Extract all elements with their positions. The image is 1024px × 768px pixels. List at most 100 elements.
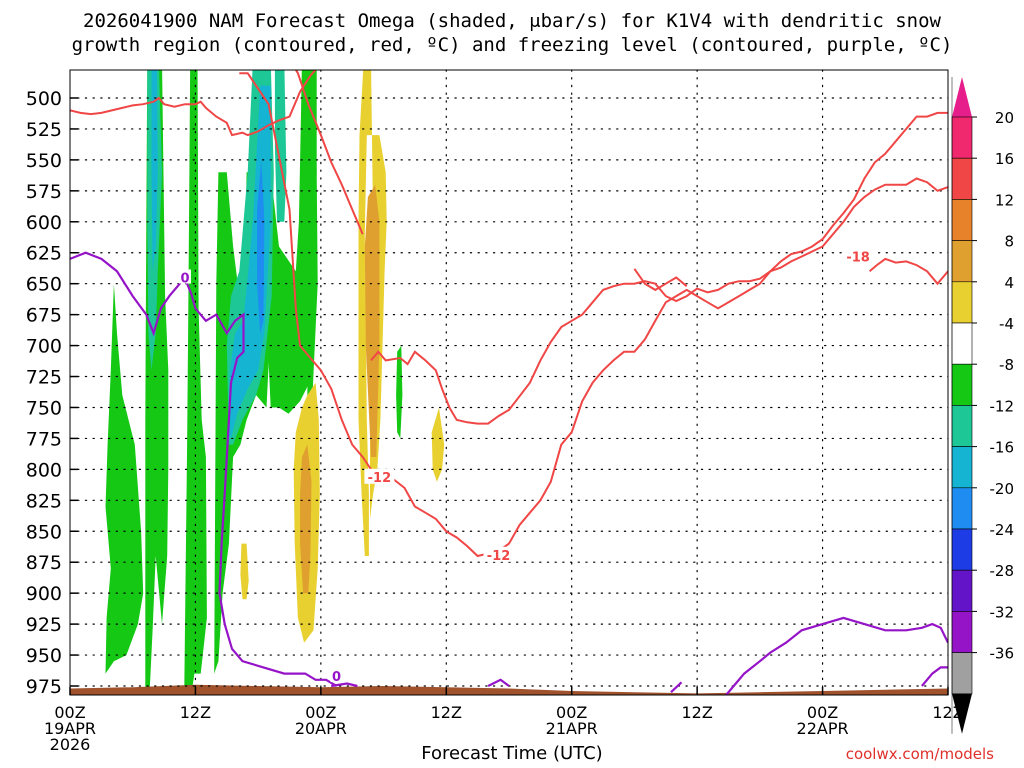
- dgz-contour-5: [633, 268, 688, 292]
- x-tick-label-24-0: 00Z: [305, 703, 336, 722]
- colorbar-swatch-7: [951, 405, 973, 447]
- x-tick-label-60-0: 12Z: [681, 703, 712, 722]
- omega-region-16: [431, 407, 445, 482]
- x-axis-title: Forecast Time (UTC): [421, 743, 603, 764]
- freezing-label-0: 0: [180, 271, 189, 286]
- colorbar-swatch-11: [951, 569, 973, 612]
- x-tick-label-12-0: 12Z: [180, 703, 211, 722]
- y-tick-label-575: 575: [26, 181, 62, 203]
- x-tick-label-72-0: 00Z: [807, 703, 838, 722]
- y-tick-label-825: 825: [26, 490, 62, 512]
- colorbar-label-3: 8: [1004, 233, 1014, 251]
- plot-frame: [69, 69, 949, 696]
- colorbar-swatch-10: [951, 528, 973, 571]
- y-tick-label-650: 650: [26, 274, 62, 296]
- colorbar-label-13: -36: [990, 645, 1015, 663]
- colorbar-swatch-2: [951, 199, 973, 241]
- y-tick-label-525: 525: [26, 119, 62, 141]
- y-tick-label-925: 925: [26, 614, 62, 636]
- freezing-contour-3: [670, 681, 683, 694]
- credit-text[interactable]: coolwx.com/models: [845, 745, 994, 763]
- y-tick-label-975: 975: [26, 676, 62, 698]
- terrain-fill: [70, 684, 948, 695]
- dgz-label-1: -12: [368, 471, 392, 486]
- dgz-label-bg-1: [364, 468, 395, 484]
- colorbar-label-0: 20: [995, 109, 1014, 127]
- dgz-label-bg-2: [483, 546, 514, 562]
- omega-region-5: [304, 70, 318, 396]
- dgz-contour-3: [239, 72, 948, 558]
- colorbar-label-11: -28: [990, 562, 1015, 580]
- omega-region-10: [151, 70, 158, 272]
- omega-region-17: [364, 184, 380, 457]
- y-tick-label-500: 500: [26, 88, 62, 110]
- omega-region-2: [184, 70, 207, 695]
- y-tick-label-550: 550: [26, 150, 62, 172]
- omega-region-0: [105, 283, 144, 674]
- y-tick-label-850: 850: [26, 521, 62, 543]
- omega-region-6: [396, 345, 403, 439]
- grid-lines: [69, 69, 949, 696]
- terrain-surface: [70, 684, 948, 695]
- dgz-label-bg-0: [843, 248, 874, 264]
- x-tick-label-0-0: 00Z: [54, 703, 85, 722]
- colorbar-label-7: -12: [990, 397, 1015, 415]
- freezing-contour-4: [724, 616, 948, 695]
- dgz-contour-0: [70, 70, 317, 137]
- colorbar-label-8: -16: [990, 439, 1015, 457]
- x-tick-label-72-1: 22APR: [797, 719, 849, 738]
- colorbar-label-6: -8: [999, 356, 1014, 374]
- y-tick-label-875: 875: [26, 552, 62, 574]
- colorbar-bottom-arrow: [952, 693, 972, 734]
- omega-region-11: [227, 85, 271, 439]
- colorbar: 20 16 12 8 4 -4 -8 -12 -16 -20 -24 -28 -32 -36: [951, 77, 1015, 734]
- x-tick-label-0-2: 2026: [50, 735, 91, 754]
- freezing-contour-2: [487, 678, 510, 687]
- y-tick-label-900: 900: [26, 583, 62, 605]
- colorbar-label-4: 4: [1004, 274, 1014, 292]
- colorbar-swatch-9: [951, 487, 973, 530]
- x-tick-label-0-1: 19APR: [44, 719, 96, 738]
- colorbar-swatch-4: [951, 281, 973, 324]
- colorbar-swatch-13: [951, 652, 973, 695]
- y-tick-label-800: 800: [26, 459, 62, 481]
- omega-region-15: [240, 543, 249, 600]
- colorbar-label-9: -20: [990, 480, 1015, 498]
- y-tick-label-950: 950: [26, 645, 62, 667]
- y-tick-label-775: 775: [26, 428, 62, 450]
- freezing-contour-5: [921, 666, 948, 687]
- freezing-label-bg-1: [330, 668, 343, 683]
- colorbar-swatch-12: [951, 611, 973, 653]
- freezing-contour-1: [331, 682, 358, 688]
- x-tick-label-48-0: 00Z: [556, 703, 587, 722]
- colorbar-swatch-3: [951, 240, 973, 283]
- freezing-label-bg-0: [178, 269, 191, 284]
- freezing-label-1: 0: [332, 670, 341, 685]
- y-tick-label-725: 725: [26, 367, 62, 389]
- y-tick-label-700: 700: [26, 336, 62, 358]
- colorbar-label-5: -4: [999, 315, 1014, 333]
- x-tick-label-24-1: 20APR: [295, 719, 347, 738]
- colorbar-swatch-6: [951, 363, 973, 406]
- omega-region-12: [257, 159, 265, 334]
- omega-region-18: [300, 444, 312, 594]
- y-tick-label-600: 600: [26, 212, 62, 234]
- colorbar-label-2: 12: [995, 191, 1014, 209]
- freezing-contour-0: [70, 251, 338, 687]
- y-tick-label-675: 675: [26, 305, 62, 327]
- colorbar-swatch-1: [951, 157, 973, 200]
- dgz-contour-4: [370, 177, 948, 425]
- dgz-label-2: -12: [487, 549, 511, 564]
- chart-title-line-1: 2026041900 NAM Forecast Omega (shaded, μ…: [83, 10, 941, 32]
- y-tick-label-750: 750: [26, 397, 62, 419]
- dgz-label-0: -18: [846, 250, 870, 265]
- colorbar-swatch-5: [951, 322, 973, 365]
- freezing-level-contours: 00: [70, 251, 948, 695]
- chart-title-line-2: growth region (contoured, red, ºC) and f…: [71, 34, 953, 56]
- y-tick-label-625: 625: [26, 243, 62, 265]
- dgz-contour-1: [294, 70, 364, 235]
- y-axis: 500 525 550 575 600 625 650 675 700 725 750 775 800 8…: [26, 88, 78, 698]
- x-tick-label-48-1: 21APR: [546, 719, 598, 738]
